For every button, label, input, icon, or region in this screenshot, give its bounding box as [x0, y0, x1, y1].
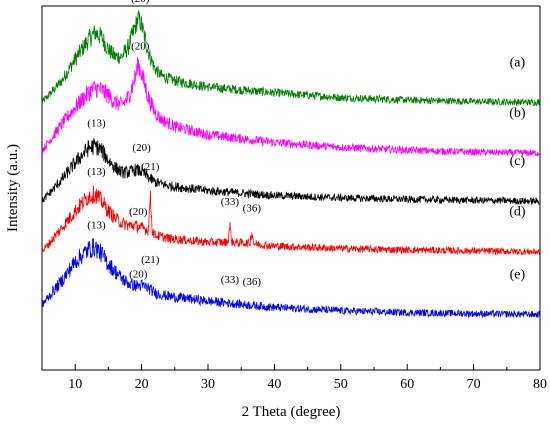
- peak-label-4-4: (36): [243, 276, 262, 288]
- y-axis-title: Intensity (a.u.): [5, 144, 21, 232]
- peak-label-2-0: (13): [87, 118, 106, 130]
- x-tick-label: 10: [68, 377, 82, 392]
- series-line-2: [41, 138, 540, 206]
- peak-label-3-2: (21): [141, 161, 160, 173]
- peak-label-3-1: (20): [129, 206, 148, 218]
- peak-label-3-0: (13): [87, 166, 106, 178]
- x-tick-label: 20: [135, 377, 149, 392]
- curve-label-1: (b): [509, 106, 526, 121]
- peak-labels: (20)(20)(13)(20)(13)(20)(21)(33)(36)(13)…: [87, 0, 261, 288]
- peak-label-1-0: (20): [131, 40, 150, 52]
- series-line-0: [41, 10, 540, 107]
- series-curves: [41, 10, 540, 319]
- series-line-1: [41, 56, 540, 157]
- curve-labels: (a) (b) (c) (d) (e): [509, 55, 526, 282]
- curve-label-3: (d): [509, 205, 526, 220]
- peak-label-2-1: (20): [132, 142, 151, 154]
- curve-label-4: (e): [510, 267, 526, 282]
- peak-label-3-3: (33): [221, 196, 240, 208]
- x-tick-label: 60: [400, 377, 414, 392]
- plot-frame: [41, 5, 541, 371]
- curve-label-0: (a): [510, 55, 526, 70]
- curve-label-2: (c): [510, 154, 526, 169]
- x-tick-label: 70: [467, 377, 481, 392]
- series-line-3: [41, 185, 540, 256]
- x-axis-title: 2 Theta (degree): [242, 404, 341, 420]
- x-tick-label: 80: [533, 377, 547, 392]
- x-tick-label: 40: [267, 377, 281, 392]
- x-axis-ticks: 10 20 30 40 50 60 70 80: [41, 364, 547, 392]
- peak-label-0-0: (20): [131, 0, 150, 5]
- series-line-4: [41, 238, 540, 319]
- peak-label-4-2: (21): [141, 254, 160, 266]
- x-tick-label: 50: [334, 377, 348, 392]
- peak-label-4-3: (33): [221, 274, 240, 286]
- peak-label-4-1: (20): [129, 268, 148, 280]
- peak-label-4-0: (13): [87, 219, 106, 231]
- x-tick-label: 30: [201, 377, 215, 392]
- peak-label-3-4: (36): [243, 202, 262, 214]
